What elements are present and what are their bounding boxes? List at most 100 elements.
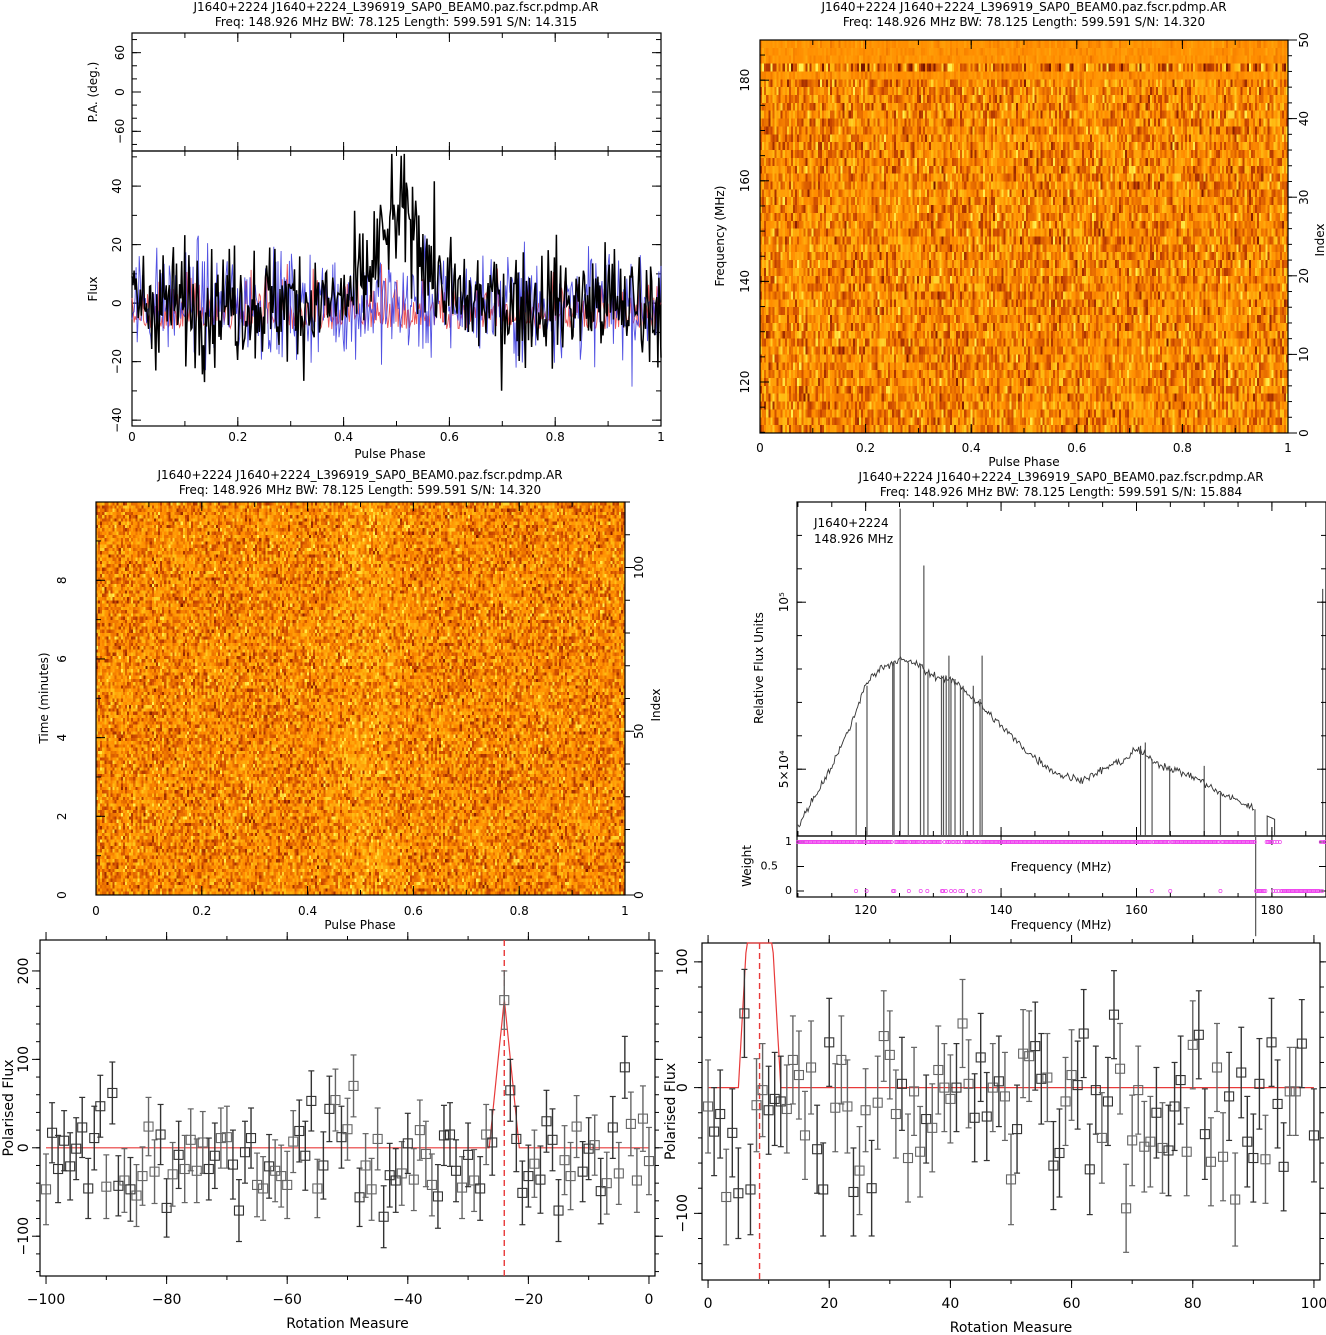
weight-point xyxy=(1210,840,1215,844)
weight-point xyxy=(821,840,825,844)
rm-data-point xyxy=(535,1174,546,1185)
weight-point xyxy=(902,840,907,844)
rm-negative-panel: −100 −80 −60 −40 −20 0 Rotation Measure −100 0 10… xyxy=(1,932,663,1332)
rm-data-point xyxy=(745,1184,756,1195)
rm-x-tick-label: −40 xyxy=(393,1292,423,1308)
weight-point xyxy=(898,840,903,844)
weight-point xyxy=(1317,889,1322,893)
weight-point xyxy=(892,889,897,893)
weight-point xyxy=(1283,889,1288,893)
weight-point xyxy=(943,889,948,893)
rm-x-tick-label: 80 xyxy=(1184,1296,1202,1312)
weight-point xyxy=(1308,889,1313,893)
weight-point xyxy=(1194,840,1199,844)
weight-point xyxy=(1273,889,1278,893)
weight-point xyxy=(1304,889,1309,893)
weight-point xyxy=(835,840,840,844)
weight-point xyxy=(1188,840,1193,844)
weight-point xyxy=(846,840,851,844)
weight-point xyxy=(1012,840,1017,844)
weight-point xyxy=(918,889,923,893)
weight-point xyxy=(1116,840,1121,844)
weight-point xyxy=(933,840,938,844)
profile-subtitle: Freq: 148.926 MHz BW: 78.125 Length: 599… xyxy=(215,15,577,29)
weight-point xyxy=(922,840,927,844)
weight-point xyxy=(1016,840,1021,844)
rm-data-point xyxy=(571,1121,582,1132)
weight-point xyxy=(1243,840,1248,844)
weight-point xyxy=(987,840,992,844)
rm-data-point xyxy=(173,1149,184,1160)
weight-point xyxy=(1048,840,1053,844)
weight-point xyxy=(883,840,888,844)
weight-point xyxy=(1108,840,1113,844)
rm-y-tick-label: 100 xyxy=(675,948,691,975)
weight-point xyxy=(1230,840,1235,844)
rm-data-point xyxy=(890,1108,901,1120)
weight-point xyxy=(1156,840,1161,844)
weight-point xyxy=(1181,840,1186,844)
rm-data-point xyxy=(631,1175,642,1186)
x-tick-label: 0.4 xyxy=(334,430,353,444)
weight-point xyxy=(1267,840,1272,844)
weight-point xyxy=(1036,840,1041,844)
weight-point xyxy=(1320,889,1325,893)
weight-point xyxy=(1324,840,1326,844)
rm-data-point xyxy=(625,1118,636,1129)
weight-point xyxy=(925,889,930,893)
weight-point xyxy=(818,840,823,844)
rm-data-point xyxy=(775,1096,786,1107)
rm-data-point xyxy=(1066,1069,1077,1081)
time-phase-title: J1640+2224 J1640+2224_L396919_SAP0_BEAM0… xyxy=(156,468,562,482)
weight-point xyxy=(834,840,839,844)
rm-data-point xyxy=(282,1179,293,1190)
rm-y-tick-label: 200 xyxy=(16,958,32,985)
rm-data-point xyxy=(969,1112,980,1123)
weight-point xyxy=(913,840,918,844)
rm-data-point xyxy=(1145,1136,1156,1147)
weight-point xyxy=(832,840,837,844)
weight-point xyxy=(881,840,886,844)
weight-point xyxy=(1157,840,1162,844)
rm-x-tick-label: −100 xyxy=(27,1292,65,1308)
weight-point xyxy=(1003,840,1008,844)
time-y-tick-label: 6 xyxy=(55,655,69,663)
rm-data-point xyxy=(793,1069,804,1081)
bandpass-fragment xyxy=(1266,815,1276,836)
rm-data-point xyxy=(1187,1039,1198,1050)
rm-data-point xyxy=(77,1122,88,1133)
rm-data-point xyxy=(131,1190,142,1201)
weight-point xyxy=(1155,840,1160,844)
weight-point xyxy=(872,840,877,844)
rm-y-tick-label: −100 xyxy=(16,1217,32,1255)
flux-y-tick-label: 20 xyxy=(110,237,124,252)
weight-point xyxy=(1192,840,1196,844)
rm-data-point xyxy=(866,1183,877,1194)
x-tick-label: 0.8 xyxy=(1173,441,1192,455)
weight-point xyxy=(855,840,860,844)
weight-y-tick-label: 1 xyxy=(785,835,792,848)
weight-point xyxy=(1240,840,1245,844)
rm-data-point xyxy=(505,1085,516,1096)
x-tick-label: 0.6 xyxy=(1067,441,1086,455)
rm-data-point xyxy=(1042,1072,1053,1083)
weight-point xyxy=(990,840,994,844)
weight-point xyxy=(1097,840,1101,844)
weight-point xyxy=(1178,840,1183,844)
weight-point xyxy=(962,840,967,844)
rm-data-point xyxy=(47,1127,58,1138)
rm-data-point xyxy=(613,1168,624,1179)
rm-data-point xyxy=(1133,1085,1144,1096)
x-tick-label: 0.4 xyxy=(962,441,981,455)
weight-point xyxy=(1126,840,1130,844)
weight-point xyxy=(859,840,864,844)
bandpass-annotation-source: J1640+2224 xyxy=(813,516,889,530)
weight-y-tick-label: 0 xyxy=(785,884,792,897)
weight-point xyxy=(1226,840,1231,844)
weight-point xyxy=(908,840,913,844)
bandpass-title: J1640+2224 J1640+2224_L396919_SAP0_BEAM0… xyxy=(857,470,1263,484)
weight-point xyxy=(1127,840,1132,844)
rm-data-point xyxy=(318,1160,329,1171)
rm-data-point xyxy=(288,1136,299,1147)
weight-point xyxy=(1005,840,1010,844)
